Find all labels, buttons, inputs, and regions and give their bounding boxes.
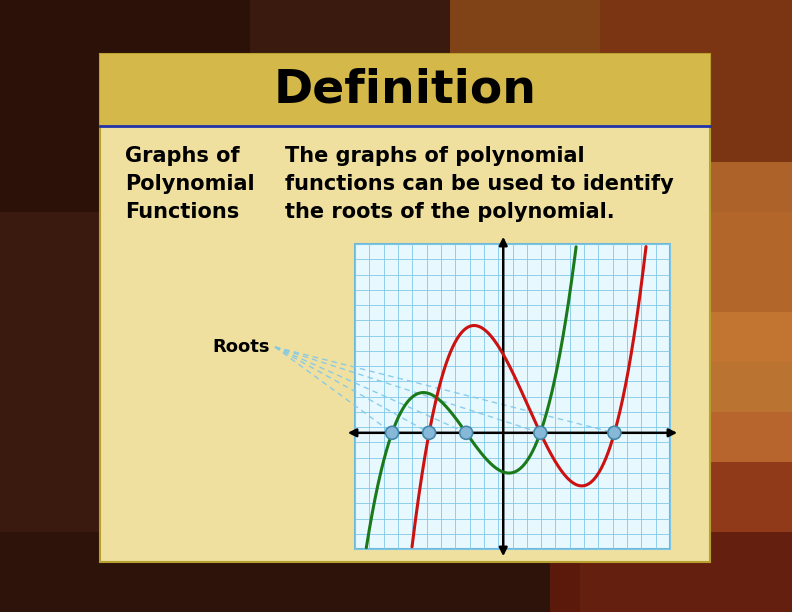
Bar xyxy=(600,0,792,312)
Circle shape xyxy=(459,427,473,439)
Bar xyxy=(100,54,710,126)
Circle shape xyxy=(534,427,546,439)
Text: Graphs of
Polynomial
Functions: Graphs of Polynomial Functions xyxy=(125,146,254,222)
Bar xyxy=(550,412,792,612)
Bar xyxy=(0,532,792,612)
Bar xyxy=(450,0,792,362)
Bar xyxy=(0,0,250,212)
Text: Roots: Roots xyxy=(212,338,270,356)
Bar xyxy=(580,212,792,612)
Text: The graphs of polynomial
functions can be used to identify
the roots of the poly: The graphs of polynomial functions can b… xyxy=(285,146,674,222)
Circle shape xyxy=(423,427,436,439)
Text: Definition: Definition xyxy=(273,67,536,113)
Bar xyxy=(100,54,710,562)
Bar xyxy=(600,162,792,462)
Circle shape xyxy=(608,427,621,439)
Bar xyxy=(355,244,670,549)
Circle shape xyxy=(386,427,398,439)
